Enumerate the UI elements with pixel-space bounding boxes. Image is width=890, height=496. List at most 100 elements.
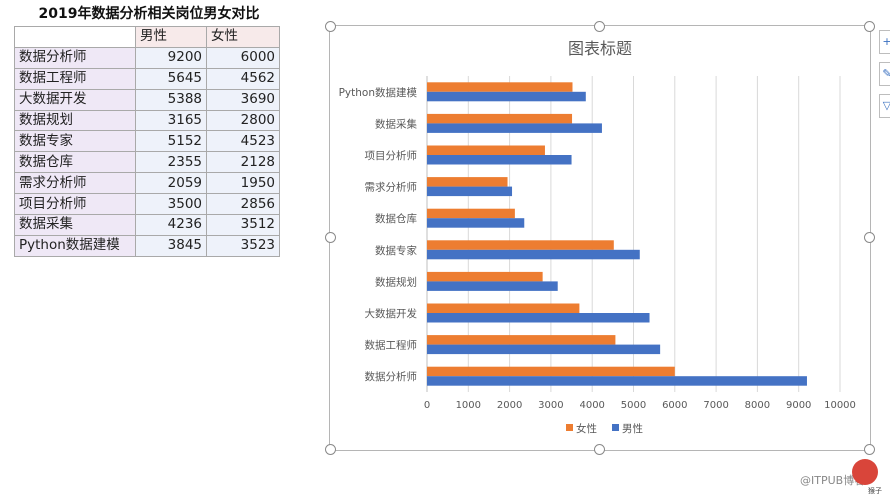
bar-female bbox=[427, 271, 543, 282]
x-tick-label: 6000 bbox=[662, 400, 687, 411]
row-label-cell[interactable]: 数据仓库 bbox=[14, 151, 136, 174]
value-cell[interactable]: 3690 bbox=[206, 88, 280, 111]
resize-handle-top-left[interactable] bbox=[325, 21, 336, 32]
chart-filters-button[interactable]: ▽ bbox=[879, 94, 890, 118]
table-row: 数据工程师 5645 4562 bbox=[14, 67, 280, 90]
table-row: 需求分析师 2059 1950 bbox=[14, 172, 280, 195]
bar-female bbox=[427, 303, 580, 313]
row-label-cell[interactable]: 需求分析师 bbox=[14, 172, 136, 195]
table-header-cell[interactable]: 女性 bbox=[206, 26, 280, 48]
brush-icon: ✎ bbox=[882, 67, 890, 80]
value-cell[interactable]: 2355 bbox=[135, 151, 207, 174]
table-corner-cell[interactable] bbox=[14, 26, 136, 48]
table-row: 数据专家 5152 4523 bbox=[14, 130, 280, 153]
x-tick-label: 4000 bbox=[579, 400, 604, 411]
value-cell[interactable]: 3500 bbox=[135, 193, 207, 216]
value-cell[interactable]: 2128 bbox=[206, 151, 280, 174]
y-tick-label: 数据规划 bbox=[375, 275, 417, 288]
table-row: 大数据开发 5388 3690 bbox=[14, 88, 280, 111]
monkey-logo-icon bbox=[852, 459, 878, 485]
value-cell[interactable]: 2856 bbox=[206, 193, 280, 216]
y-tick-label: 项目分析师 bbox=[365, 149, 418, 162]
y-tick-label: 需求分析师 bbox=[365, 181, 418, 194]
resize-handle-right[interactable] bbox=[864, 232, 875, 243]
chart-elements-button[interactable]: + bbox=[879, 30, 890, 54]
bar-male bbox=[427, 123, 602, 133]
watermark-text: @ITPUB博客 bbox=[800, 474, 866, 487]
value-cell[interactable]: 2059 bbox=[135, 172, 207, 195]
bar-male bbox=[427, 91, 586, 102]
value-cell[interactable]: 5388 bbox=[135, 88, 207, 111]
x-tick-label: 5000 bbox=[621, 400, 646, 411]
legend-label: 男性 bbox=[622, 422, 643, 435]
row-label-cell[interactable]: 数据专家 bbox=[14, 130, 136, 153]
table-row: 数据规划 3165 2800 bbox=[14, 109, 280, 132]
bar-female bbox=[427, 145, 545, 155]
bar-male bbox=[427, 249, 640, 260]
chart-frame[interactable]: 图表标题 0 1000 2000 3000 4000 5000 6000 7000 8000 900… bbox=[329, 25, 871, 451]
x-tick-label: 7000 bbox=[703, 400, 728, 411]
bar-male bbox=[427, 186, 513, 197]
value-cell[interactable]: 4523 bbox=[206, 130, 280, 153]
value-cell[interactable]: 3512 bbox=[206, 214, 280, 236]
table-row: 数据仓库 2355 2128 bbox=[14, 151, 280, 174]
y-tick-label: Python数据建模 bbox=[339, 86, 418, 99]
row-label-cell[interactable]: 数据工程师 bbox=[14, 67, 136, 90]
row-label-cell[interactable]: 大数据开发 bbox=[14, 88, 136, 111]
resize-handle-top-right[interactable] bbox=[864, 21, 875, 32]
value-cell[interactable]: 4562 bbox=[206, 67, 280, 90]
y-tick-label: 数据专家 bbox=[375, 244, 417, 257]
row-label-cell[interactable]: 数据分析师 bbox=[14, 46, 136, 69]
x-tick-label: 9000 bbox=[786, 400, 811, 411]
bar-male bbox=[427, 344, 661, 355]
row-label-cell[interactable]: 数据规划 bbox=[14, 109, 136, 132]
row-label-cell[interactable]: 数据采集 bbox=[14, 214, 136, 236]
resize-handle-top[interactable] bbox=[594, 21, 605, 32]
value-cell[interactable]: 3165 bbox=[135, 109, 207, 132]
resize-handle-bottom-right[interactable] bbox=[864, 444, 875, 455]
table-row: Python数据建模 3845 3523 bbox=[14, 234, 280, 257]
value-cell[interactable]: 3845 bbox=[135, 234, 207, 257]
value-cell[interactable]: 4236 bbox=[135, 214, 207, 236]
bar-chart: 图表标题 0 1000 2000 3000 4000 5000 6000 7000 8000 900… bbox=[339, 39, 856, 435]
value-cell[interactable]: 9200 bbox=[135, 46, 207, 69]
resize-handle-left[interactable] bbox=[325, 232, 336, 243]
bar-male bbox=[427, 155, 572, 165]
data-table: 男性 女性 数据分析师 9200 6000 数据工程师 5645 4562 大数据开发 5388 3… bbox=[14, 26, 280, 257]
value-cell[interactable]: 6000 bbox=[206, 46, 280, 69]
bar-female bbox=[427, 82, 573, 92]
chart-styles-button[interactable]: ✎ bbox=[879, 62, 890, 86]
table-header-cell[interactable]: 男性 bbox=[135, 26, 207, 48]
legend-swatch bbox=[612, 424, 619, 431]
chart-title: 图表标题 bbox=[568, 39, 632, 58]
table-row: 数据分析师 9200 6000 bbox=[14, 46, 280, 69]
bar-female bbox=[427, 113, 573, 124]
bar-male bbox=[427, 218, 525, 228]
resize-handle-bottom[interactable] bbox=[594, 444, 605, 455]
y-tick-label: 数据采集 bbox=[375, 117, 417, 130]
bar-female bbox=[427, 177, 508, 187]
row-label-cell[interactable]: Python数据建模 bbox=[14, 234, 136, 257]
table-title: 2019年数据分析相关岗位男女对比 bbox=[38, 6, 260, 22]
row-label-cell[interactable]: 项目分析师 bbox=[14, 193, 136, 216]
value-cell[interactable]: 5645 bbox=[135, 67, 207, 90]
bar-female bbox=[427, 335, 616, 345]
value-cell[interactable]: 3523 bbox=[206, 234, 280, 257]
x-tick-label: 10000 bbox=[824, 400, 856, 411]
resize-handle-bottom-left[interactable] bbox=[325, 444, 336, 455]
legend-swatch bbox=[566, 424, 573, 431]
x-tick-label: 3000 bbox=[538, 400, 563, 411]
bar-male bbox=[427, 313, 650, 323]
legend-label: 女性 bbox=[576, 422, 597, 435]
table-row: 项目分析师 3500 2856 bbox=[14, 193, 280, 216]
x-tick-label: 8000 bbox=[745, 400, 770, 411]
value-cell[interactable]: 5152 bbox=[135, 130, 207, 153]
bar-female bbox=[427, 208, 515, 219]
bar-male bbox=[427, 376, 807, 386]
x-tick-label: 1000 bbox=[456, 400, 481, 411]
value-cell[interactable]: 1950 bbox=[206, 172, 280, 195]
value-cell[interactable]: 2800 bbox=[206, 109, 280, 132]
watermark-sub: 猴子 bbox=[868, 487, 882, 495]
bar-female bbox=[427, 240, 614, 250]
plus-icon: + bbox=[882, 35, 890, 48]
